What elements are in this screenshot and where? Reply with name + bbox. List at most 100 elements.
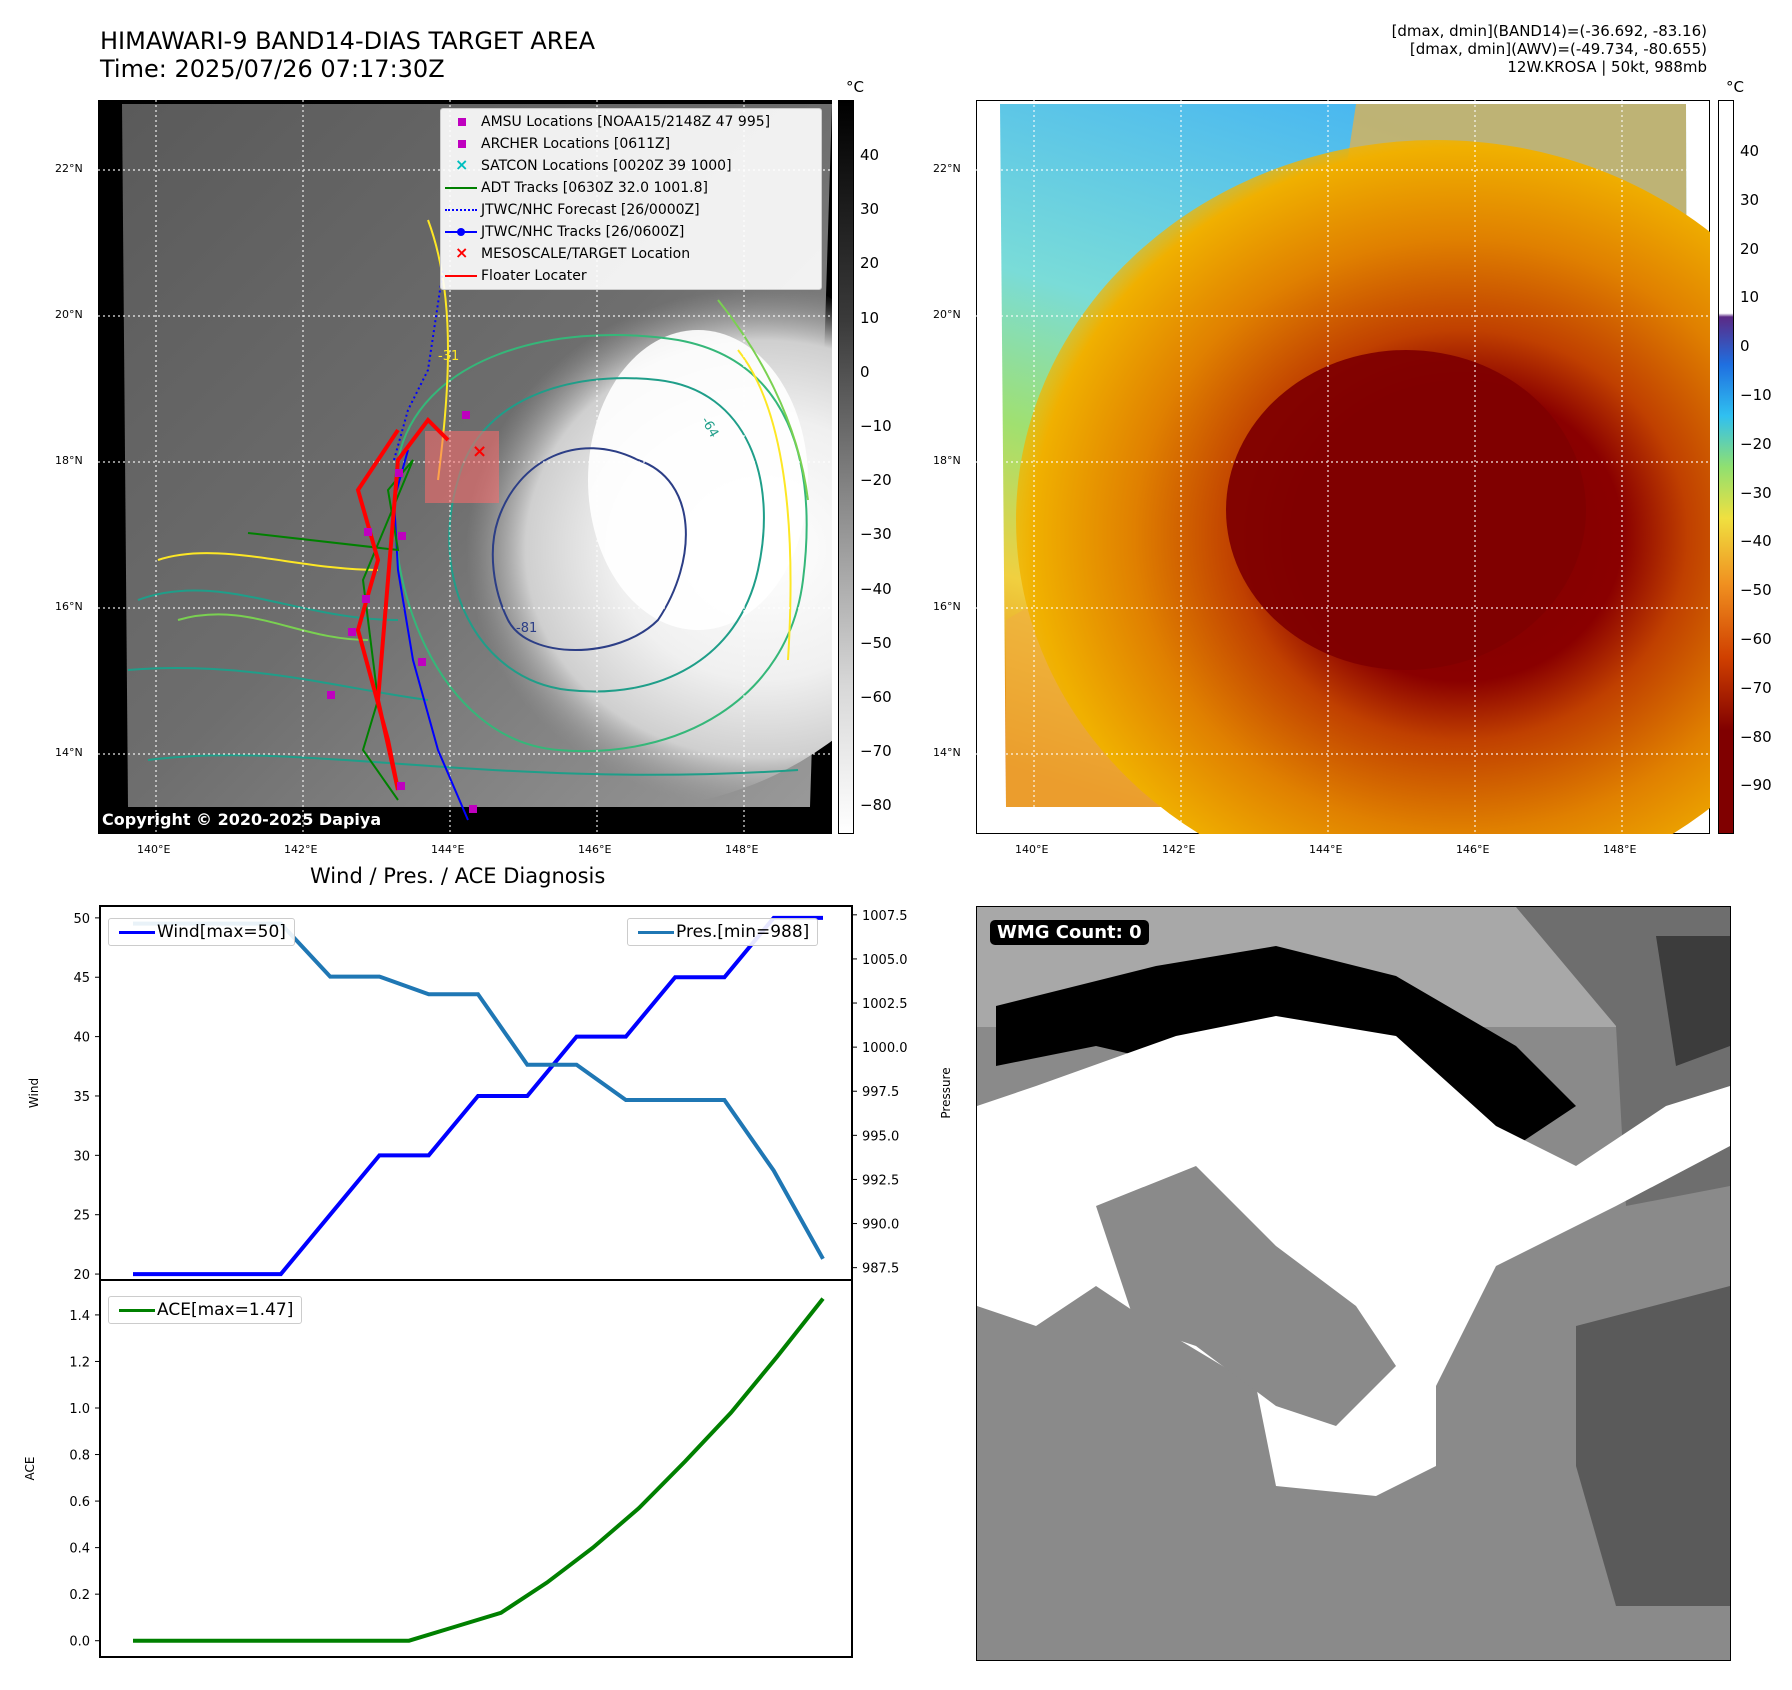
ir-lon-142: 142°E bbox=[284, 843, 318, 856]
wind-series-line bbox=[133, 915, 823, 1277]
awv-lat-18: 18°N bbox=[933, 454, 961, 467]
awv-lon-144: 144°E bbox=[1309, 843, 1343, 856]
diagnosis-title: Wind / Pres. / ACE Diagnosis bbox=[310, 864, 606, 888]
ir-colorbar-tick-5: −10 bbox=[860, 417, 892, 435]
ir-lon-140: 140°E bbox=[137, 843, 171, 856]
ace-series-line bbox=[133, 1297, 825, 1643]
contour-label-31: -31 bbox=[438, 349, 459, 364]
pres-series-line bbox=[133, 921, 825, 1260]
pres-ytick-label-6: 1002.5 bbox=[862, 997, 908, 1012]
ir-colorbar-tick-10: −60 bbox=[860, 688, 892, 706]
floater-track bbox=[355, 416, 450, 791]
ace-ytick-label-4: 0.8 bbox=[69, 1449, 90, 1464]
ir-colorbar-tick-7: −30 bbox=[860, 525, 892, 544]
legend-item-floater: Floater Locater bbox=[441, 265, 821, 287]
awv-lat-22: 22°N bbox=[933, 162, 961, 175]
wind-ylabel: Wind bbox=[27, 1078, 41, 1108]
awv-lat-16: 16°N bbox=[933, 600, 961, 613]
figure-title: HIMAWARI-9 BAND14-DIAS TARGET AREA bbox=[100, 27, 596, 55]
ir-lat-16: 16°N bbox=[55, 600, 83, 613]
copyright-text: Copyright © 2020-2025 Dapiya bbox=[102, 810, 382, 829]
ir-legend: AMSU Locations [NOAA15/2148Z 47 995] ARC… bbox=[440, 108, 822, 290]
storm-info: 12W.KROSA | 50kt, 988mb bbox=[1507, 58, 1707, 76]
awv-lon-140: 140°E bbox=[1015, 843, 1049, 856]
contour-64 bbox=[448, 377, 765, 693]
awv-colorbar bbox=[1718, 100, 1734, 834]
wmg-count-label: WMG Count: 0 bbox=[990, 920, 1149, 945]
stats-awv: [dmax, dmin](AWV)=(-49.734, -80.655) bbox=[1409, 40, 1707, 58]
wind-ytick-label-5: 45 bbox=[73, 971, 90, 986]
wind-ytick-label-0: 20 bbox=[73, 1268, 90, 1283]
ir-colorbar-tick-11: −70 bbox=[860, 742, 892, 761]
awv-colorbar-tick-5: −10 bbox=[1740, 386, 1772, 404]
stats-band14: [dmax, dmin](BAND14)=(-36.692, -83.16) bbox=[1391, 22, 1707, 40]
awv-colorbar-tick-13: −90 bbox=[1740, 776, 1772, 795]
ace-ytick-label-7: 1.4 bbox=[69, 1309, 90, 1324]
wind-ytick-label-2: 30 bbox=[73, 1149, 90, 1164]
svg-text:×: × bbox=[472, 441, 487, 462]
ir-lat-22: 22°N bbox=[55, 162, 83, 175]
awv-lon-146: 146°E bbox=[1456, 843, 1490, 856]
pres-ytick-label-2: 992.5 bbox=[862, 1173, 899, 1188]
contour-81 bbox=[491, 447, 687, 651]
forecast-track bbox=[393, 269, 444, 461]
awv-colorbar-tick-0: 40 bbox=[1740, 142, 1760, 160]
ir-lon-148: 148°E bbox=[725, 843, 759, 856]
legend-item-tracks: JTWC/NHC Tracks [26/0600Z] bbox=[441, 221, 821, 243]
pres-ytick-label-3: 995.0 bbox=[862, 1129, 899, 1144]
pres-ytick-label-1: 990.0 bbox=[862, 1218, 899, 1233]
awv-colorbar-tick-8: −40 bbox=[1740, 532, 1772, 551]
legend-item-adt: ADT Tracks [0630Z 32.0 1001.8] bbox=[441, 177, 821, 199]
awv-colorbar-tick-6: −20 bbox=[1740, 434, 1772, 453]
ace-ytick-label-1: 0.2 bbox=[69, 1588, 90, 1603]
legend-item-forecast: JTWC/NHC Forecast [26/0000Z] bbox=[441, 199, 821, 221]
ir-colorbar-tick-6: −20 bbox=[860, 471, 892, 490]
stats-block: [dmax, dmin](BAND14)=(-36.692, -83.16) [… bbox=[1392, 22, 1707, 76]
awv-grid bbox=[976, 100, 1710, 834]
ir-colorbar-tick-8: −40 bbox=[860, 579, 892, 598]
ace-ytick-label-6: 1.2 bbox=[69, 1355, 90, 1370]
awv-colorbar-tick-1: 30 bbox=[1740, 190, 1760, 209]
awv-lat-14: 14°N bbox=[933, 746, 961, 759]
contour-label-81: -81 bbox=[516, 621, 537, 636]
ace-legend: ACE[max=1.47] bbox=[108, 1296, 303, 1324]
legend-item-amsu: AMSU Locations [NOAA15/2148Z 47 995] bbox=[441, 111, 821, 133]
ir-lon-144: 144°E bbox=[431, 843, 465, 856]
ir-colorbar-tick-3: 10 bbox=[860, 308, 880, 327]
ir-colorbar-tick-4: 0 bbox=[860, 362, 870, 381]
ir-colorbar-tick-2: 20 bbox=[860, 254, 880, 273]
wind-ytick-label-6: 50 bbox=[73, 912, 90, 927]
awv-lon-148: 148°E bbox=[1603, 843, 1637, 856]
ir-lat-20: 20°N bbox=[55, 308, 83, 321]
legend-item-archer: ARCHER Locations [0611Z] bbox=[441, 133, 821, 155]
ir-colorbar-tick-12: −80 bbox=[860, 796, 892, 815]
wmg-panel bbox=[976, 906, 1731, 1661]
awv-colorbar-unit: °C bbox=[1726, 78, 1744, 96]
pres-legend: Pres.[min=988] bbox=[627, 918, 819, 946]
wind-legend: Wind[max=50] bbox=[108, 918, 295, 946]
pres-legend-label: Pres.[min=988] bbox=[676, 922, 810, 942]
ir-lon-146: 146°E bbox=[578, 843, 612, 856]
ace-ytick-label-3: 0.6 bbox=[69, 1495, 90, 1510]
ace-ylabel: ACE bbox=[23, 1457, 37, 1481]
figure-time: Time: 2025/07/26 07:17:30Z bbox=[100, 55, 445, 83]
ir-colorbar-tick-0: 40 bbox=[860, 146, 880, 164]
ace-legend-label: ACE[max=1.47] bbox=[157, 1300, 294, 1320]
target-area bbox=[425, 431, 499, 503]
ir-lat-14: 14°N bbox=[55, 746, 83, 759]
figure-title-block: HIMAWARI-9 BAND14-DIAS TARGET AREA Time:… bbox=[100, 27, 595, 83]
pres-ytick-label-0: 987.5 bbox=[862, 1262, 899, 1277]
ace-ytick-label-2: 0.4 bbox=[69, 1542, 90, 1557]
awv-colorbar-tick-3: 10 bbox=[1740, 288, 1760, 307]
pres-ytick-label-5: 1000.0 bbox=[862, 1041, 908, 1056]
wind-legend-label: Wind[max=50] bbox=[157, 922, 286, 942]
ir-colorbar-tick-9: −50 bbox=[860, 633, 892, 652]
awv-colorbar-tick-11: −70 bbox=[1740, 678, 1772, 697]
contour-52 bbox=[393, 334, 808, 752]
amsu-archer-points bbox=[327, 411, 477, 813]
ace-ytick-label-5: 1.0 bbox=[69, 1402, 90, 1417]
adt-track bbox=[247, 459, 414, 801]
pres-ylabel: Pressure bbox=[939, 1067, 953, 1118]
wind-ytick-label-1: 25 bbox=[73, 1209, 90, 1224]
ace-axes-frame bbox=[99, 1279, 853, 1658]
